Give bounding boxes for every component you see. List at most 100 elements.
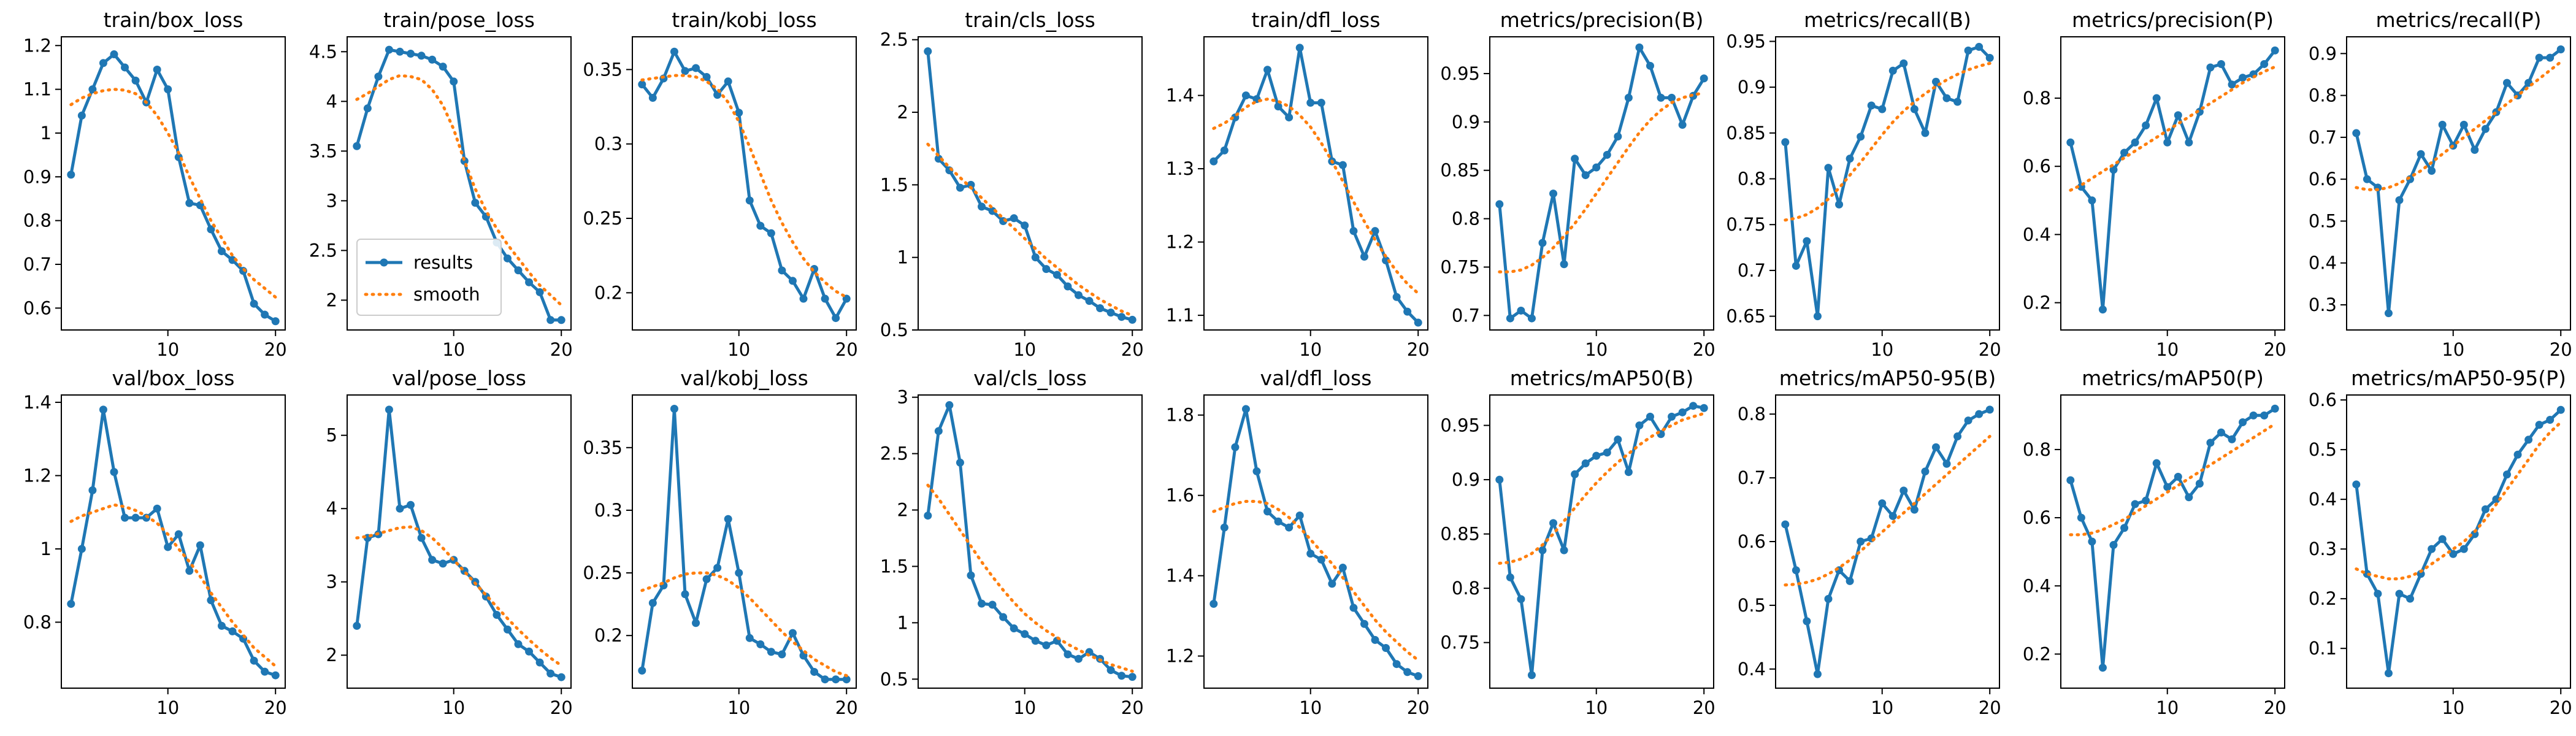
results-point (2109, 541, 2118, 550)
smooth-line (1212, 500, 1420, 662)
results-point (2459, 545, 2468, 553)
smooth-line (355, 74, 563, 307)
results-point (2395, 196, 2404, 204)
y-tick-label: 1.2 (23, 35, 52, 56)
results-point (1052, 270, 1061, 279)
results-point (374, 72, 383, 81)
y-tick-label: 0.9 (1452, 469, 1480, 490)
x-tick-label: 10 (2442, 339, 2464, 360)
results-point (1824, 595, 1833, 604)
chart-title: val/box_loss (112, 366, 235, 390)
results-point (271, 317, 280, 326)
chart-metrics-precision-b: metrics/precision(B) 10 20 0.7 0.75 0.8 0.85 0.… (1440, 8, 1715, 360)
results-point (978, 202, 986, 211)
y-tick-label: 1.2 (1166, 232, 1194, 253)
results-point (2556, 405, 2565, 414)
legend-results-marker (380, 258, 388, 267)
axes-frame (1775, 36, 2000, 331)
legend: results smooth (356, 239, 502, 316)
results-point (1317, 99, 1325, 107)
chart-title: metrics/precision(P) (2072, 8, 2274, 32)
results-point (648, 93, 657, 102)
x-tick-label: 10 (1299, 697, 1322, 718)
y-tick-label: 3 (326, 572, 337, 592)
plot-area (1209, 405, 1422, 680)
results-point (525, 278, 534, 286)
y-tick-label: 0.8 (1738, 169, 1766, 190)
results-point (1878, 499, 1887, 508)
y-tick-label: 1 (897, 247, 908, 268)
chart-title: train/dfl_loss (1252, 8, 1381, 32)
x-tick-label: 20 (2550, 339, 2572, 360)
results-point (1021, 221, 1029, 230)
chart-metrics-precision-p: metrics/precision(P) 10 20 0.2 0.4 0.6 0.8 (2023, 8, 2287, 360)
x-tick-label: 10 (1013, 339, 1036, 360)
results-line (1213, 46, 1419, 324)
results-point (1371, 227, 1379, 236)
results-point (1403, 307, 1412, 316)
results-point (735, 109, 743, 117)
results-point (1781, 138, 1790, 147)
results-point (1106, 666, 1115, 675)
y-tick-label: 0.2 (2023, 293, 2051, 313)
results-point (2249, 411, 2258, 420)
results-point (1220, 146, 1229, 155)
y-tick-label: 2.5 (880, 29, 908, 50)
y-tick-label: 0.95 (1440, 63, 1480, 84)
chart-train-cls-loss: train/cls_loss 10 20 0.5 1 1.5 2 2.5 (880, 8, 1144, 360)
results-point (2502, 79, 2511, 87)
results-point (217, 621, 226, 630)
results-point (2239, 418, 2247, 426)
results-point (1624, 468, 1633, 477)
results-point (439, 559, 447, 568)
results-point (1241, 91, 1250, 100)
x-tick-label: 20 (2264, 697, 2287, 718)
results-point (1867, 101, 1876, 110)
results-point (1209, 157, 1218, 166)
results-point (1581, 171, 1590, 180)
results-point (810, 667, 819, 676)
y-tick-label: 0.6 (2309, 389, 2337, 410)
x-tick-label: 10 (442, 697, 465, 718)
results-point (1689, 402, 1698, 410)
y-tick-label: 1.4 (1166, 85, 1194, 106)
x-tick-label: 20 (1121, 697, 1144, 718)
results-point (692, 64, 700, 72)
results-line (69, 53, 277, 323)
results-point (702, 73, 711, 82)
smooth-line (640, 571, 848, 678)
chart-title: metrics/recall(P) (2375, 8, 2541, 32)
results-point (261, 667, 269, 676)
results-point (978, 599, 986, 608)
y-tick-label: 0.25 (583, 208, 623, 229)
x-tick-label: 10 (727, 697, 750, 718)
y-tick-label: 0.8 (1738, 404, 1766, 424)
results-point (1106, 309, 1115, 317)
results-point (353, 142, 361, 150)
plot-area (1209, 44, 1422, 327)
y-tick-label: 1.6 (1166, 485, 1194, 506)
results-point (2428, 167, 2436, 175)
results-point (1274, 102, 1282, 111)
results-point (1506, 314, 1514, 323)
results-point (1263, 507, 1272, 516)
results-point (2260, 411, 2269, 420)
plot-area (1781, 405, 1994, 678)
y-tick-label: 0.3 (2309, 294, 2337, 315)
y-tick-label: 0.4 (2023, 224, 2051, 245)
legend-box (356, 239, 502, 316)
y-tick-label: 0.3 (594, 500, 623, 521)
y-tick-label: 1.3 (1166, 158, 1194, 179)
results-point (99, 59, 107, 67)
y-tick-label: 0.3 (594, 134, 623, 155)
results-point (1824, 164, 1833, 172)
results-point (385, 45, 393, 54)
results-point (1700, 404, 1708, 412)
results-point (2217, 428, 2225, 437)
results-point (2066, 476, 2075, 485)
results-point (514, 266, 523, 275)
results-point (2428, 545, 2436, 553)
results-point (934, 427, 943, 435)
y-tick-label: 0.2 (2309, 588, 2337, 609)
results-point (1010, 214, 1018, 223)
